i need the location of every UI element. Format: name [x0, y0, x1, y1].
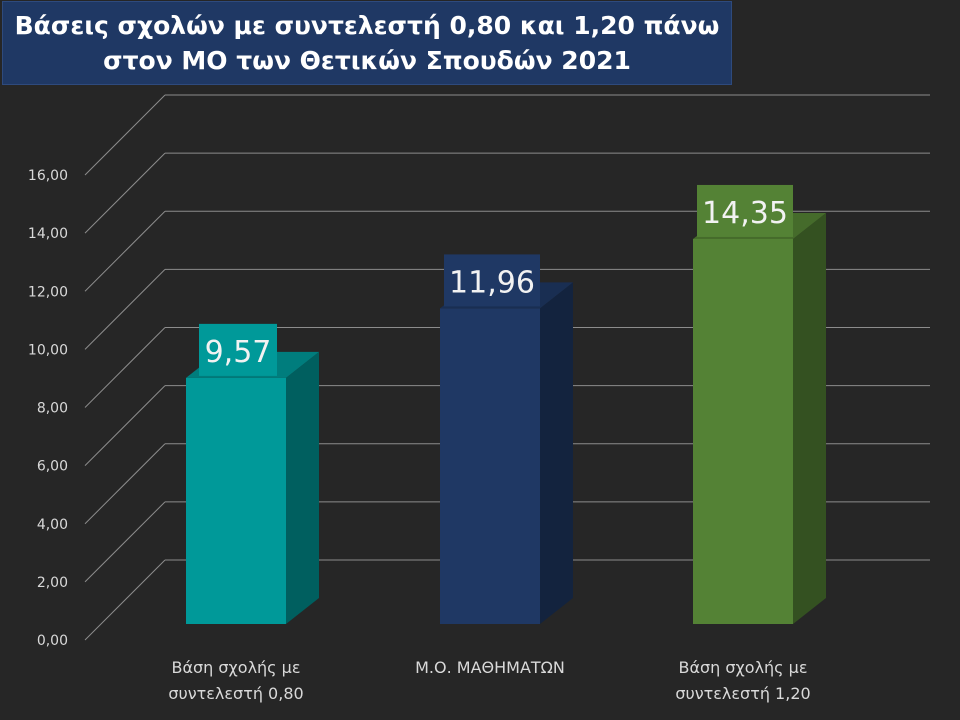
data-label: 9,57 [205, 335, 272, 370]
bar [186, 377, 286, 624]
y-tick-label: 14,00 [28, 226, 68, 242]
gridline-diagonal [84, 94, 166, 176]
y-tick-label: 0,00 [37, 633, 68, 649]
bar [440, 308, 540, 624]
gridline-diagonal [84, 443, 166, 525]
gridline-diagonal [84, 559, 166, 641]
y-tick-label: 12,00 [28, 284, 68, 300]
data-label: 14,35 [702, 196, 788, 231]
gridline-diagonal [84, 501, 166, 583]
chart-title-line-1: Βάσεις σχολών με συντελεστή 0,80 και 1,2… [14, 11, 720, 40]
gridline-diagonal [84, 210, 166, 292]
data-label-box [199, 323, 277, 376]
x-category-label: Βάση σχολής με [172, 658, 301, 677]
bar-side [793, 212, 826, 624]
x-category-label: Μ.Ο. ΜΑΘΗΜΑΤΩΝ [415, 658, 565, 677]
x-category-label: συντελεστή 1,20 [675, 684, 810, 703]
chart-title-line-2: στον ΜΟ των Θετικών Σπουδών 2021 [103, 46, 631, 75]
data-label-box [697, 184, 793, 237]
bar-side [286, 351, 319, 624]
chart-title: Βάσεις σχολών με συντελεστή 0,80 και 1,2… [2, 1, 732, 85]
bar-side [540, 282, 573, 624]
y-tick-label: 8,00 [37, 401, 68, 417]
x-category-label: συντελεστή 0,80 [168, 684, 303, 703]
gridline-diagonal [84, 327, 166, 408]
gridline-diagonal [84, 385, 166, 466]
y-tick-label: 4,00 [37, 517, 68, 533]
y-tick-label: 10,00 [28, 342, 68, 358]
x-category-label: Βάση σχολής με [679, 658, 808, 677]
data-label-box [444, 254, 540, 307]
y-tick-label: 6,00 [37, 459, 68, 475]
y-tick-label: 2,00 [37, 575, 68, 591]
gridline-diagonal [84, 152, 166, 234]
gridline-diagonal [84, 269, 166, 350]
bar [693, 238, 793, 624]
data-label: 11,96 [449, 265, 535, 300]
y-tick-label: 16,00 [28, 168, 68, 184]
